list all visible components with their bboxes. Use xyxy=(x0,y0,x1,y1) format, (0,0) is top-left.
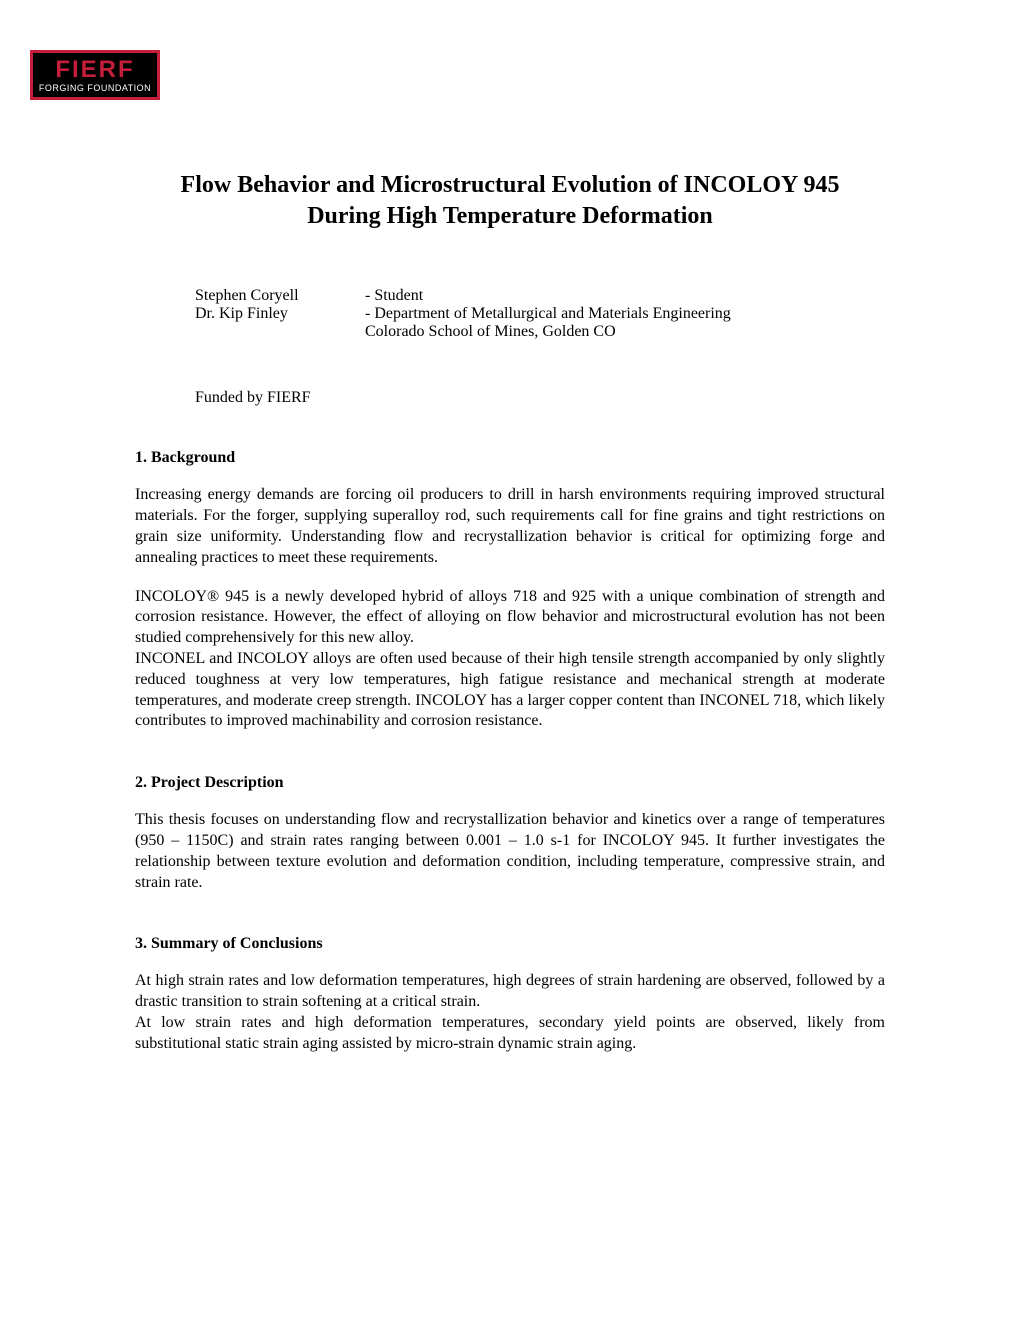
paragraph: At high strain rates and low deformation… xyxy=(135,971,885,1013)
fierf-logo: FIERF FORGING FOUNDATION xyxy=(30,50,160,100)
author-row: Dr. Kip Finley - Department of Metallurg… xyxy=(195,305,731,323)
logo-text-top: FIERF xyxy=(55,58,134,82)
document-title: Flow Behavior and Microstructural Evolut… xyxy=(135,170,885,232)
paragraph: At low strain rates and high deformation… xyxy=(135,1013,885,1055)
paragraph: Increasing energy demands are forcing oi… xyxy=(135,485,885,568)
author-role: - Student xyxy=(365,287,731,305)
authors-block: Stephen Coryell - Student Dr. Kip Finley… xyxy=(195,287,885,341)
authors-table: Stephen Coryell - Student Dr. Kip Finley… xyxy=(195,287,731,341)
section-heading-conclusions: 3. Summary of Conclusions xyxy=(135,935,885,953)
title-line-1: Flow Behavior and Microstructural Evolut… xyxy=(181,172,840,198)
author-row: Stephen Coryell - Student xyxy=(195,287,731,305)
affiliation: Colorado School of Mines, Golden CO xyxy=(365,323,731,341)
paragraph: INCONEL and INCOLOY alloys are often use… xyxy=(135,649,885,732)
logo-text-bottom: FORGING FOUNDATION xyxy=(39,84,151,93)
author-role: - Department of Metallurgical and Materi… xyxy=(365,305,731,323)
author-name: Stephen Coryell xyxy=(195,287,365,305)
paragraph: This thesis focuses on understanding flo… xyxy=(135,810,885,893)
section-heading-description: 2. Project Description xyxy=(135,774,885,792)
title-line-2: During High Temperature Deformation xyxy=(307,203,713,229)
affiliation-row: Colorado School of Mines, Golden CO xyxy=(195,323,731,341)
section-heading-background: 1. Background xyxy=(135,449,885,467)
author-name: Dr. Kip Finley xyxy=(195,305,365,323)
funding-line: Funded by FIERF xyxy=(195,389,885,407)
paragraph: INCOLOY® 945 is a newly developed hybrid… xyxy=(135,587,885,649)
